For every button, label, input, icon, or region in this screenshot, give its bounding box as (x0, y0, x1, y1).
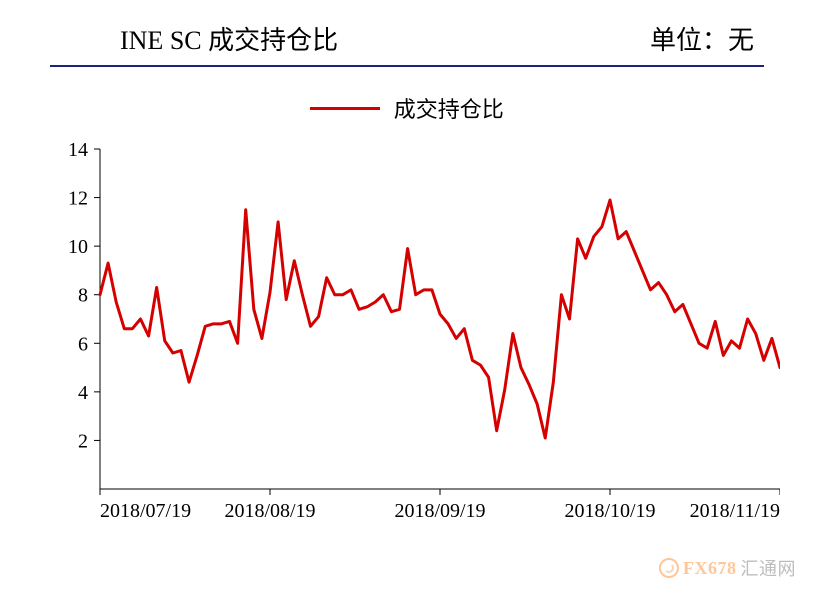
chart-title: INE SC 成交持仓比 (120, 20, 338, 57)
svg-text:8: 8 (78, 285, 88, 307)
legend-swatch (310, 107, 380, 110)
svg-text:2018/08/19: 2018/08/19 (224, 500, 315, 522)
svg-text:6: 6 (78, 333, 88, 355)
chart-svg: 2 4 6 8 10 12 14 2018/07/19 2018/08/19 2018/09/19… (50, 139, 780, 539)
svg-text:4: 4 (78, 382, 88, 404)
svg-text:2018/10/19: 2018/10/19 (564, 500, 655, 522)
chart-container: INE SC 成交持仓比 单位：无 成交持仓比 2 4 6 8 10 12 14 2018/0… (0, 0, 814, 595)
watermark-text: FX678 (683, 558, 737, 579)
svg-text:2018/09/19: 2018/09/19 (394, 500, 485, 522)
unit-label: 单位：无 (650, 20, 754, 57)
title-row: INE SC 成交持仓比 单位：无 (90, 20, 754, 60)
svg-text:2018/11/19: 2018/11/19 (690, 500, 780, 522)
watermark-subtext: 汇通网 (741, 555, 797, 581)
title-underline (50, 65, 764, 67)
svg-text:2018/07/19: 2018/07/19 (100, 500, 191, 522)
svg-text:12: 12 (68, 188, 88, 210)
globe-icon (659, 558, 679, 578)
svg-text:2: 2 (78, 430, 88, 452)
watermark: FX678 汇通网 (659, 555, 796, 581)
svg-text:14: 14 (68, 139, 88, 161)
plot-area: 2 4 6 8 10 12 14 2018/07/19 2018/08/19 2018/09/19… (50, 139, 780, 539)
svg-text:10: 10 (68, 236, 88, 258)
legend: 成交持仓比 (30, 92, 784, 124)
legend-label: 成交持仓比 (394, 97, 504, 122)
